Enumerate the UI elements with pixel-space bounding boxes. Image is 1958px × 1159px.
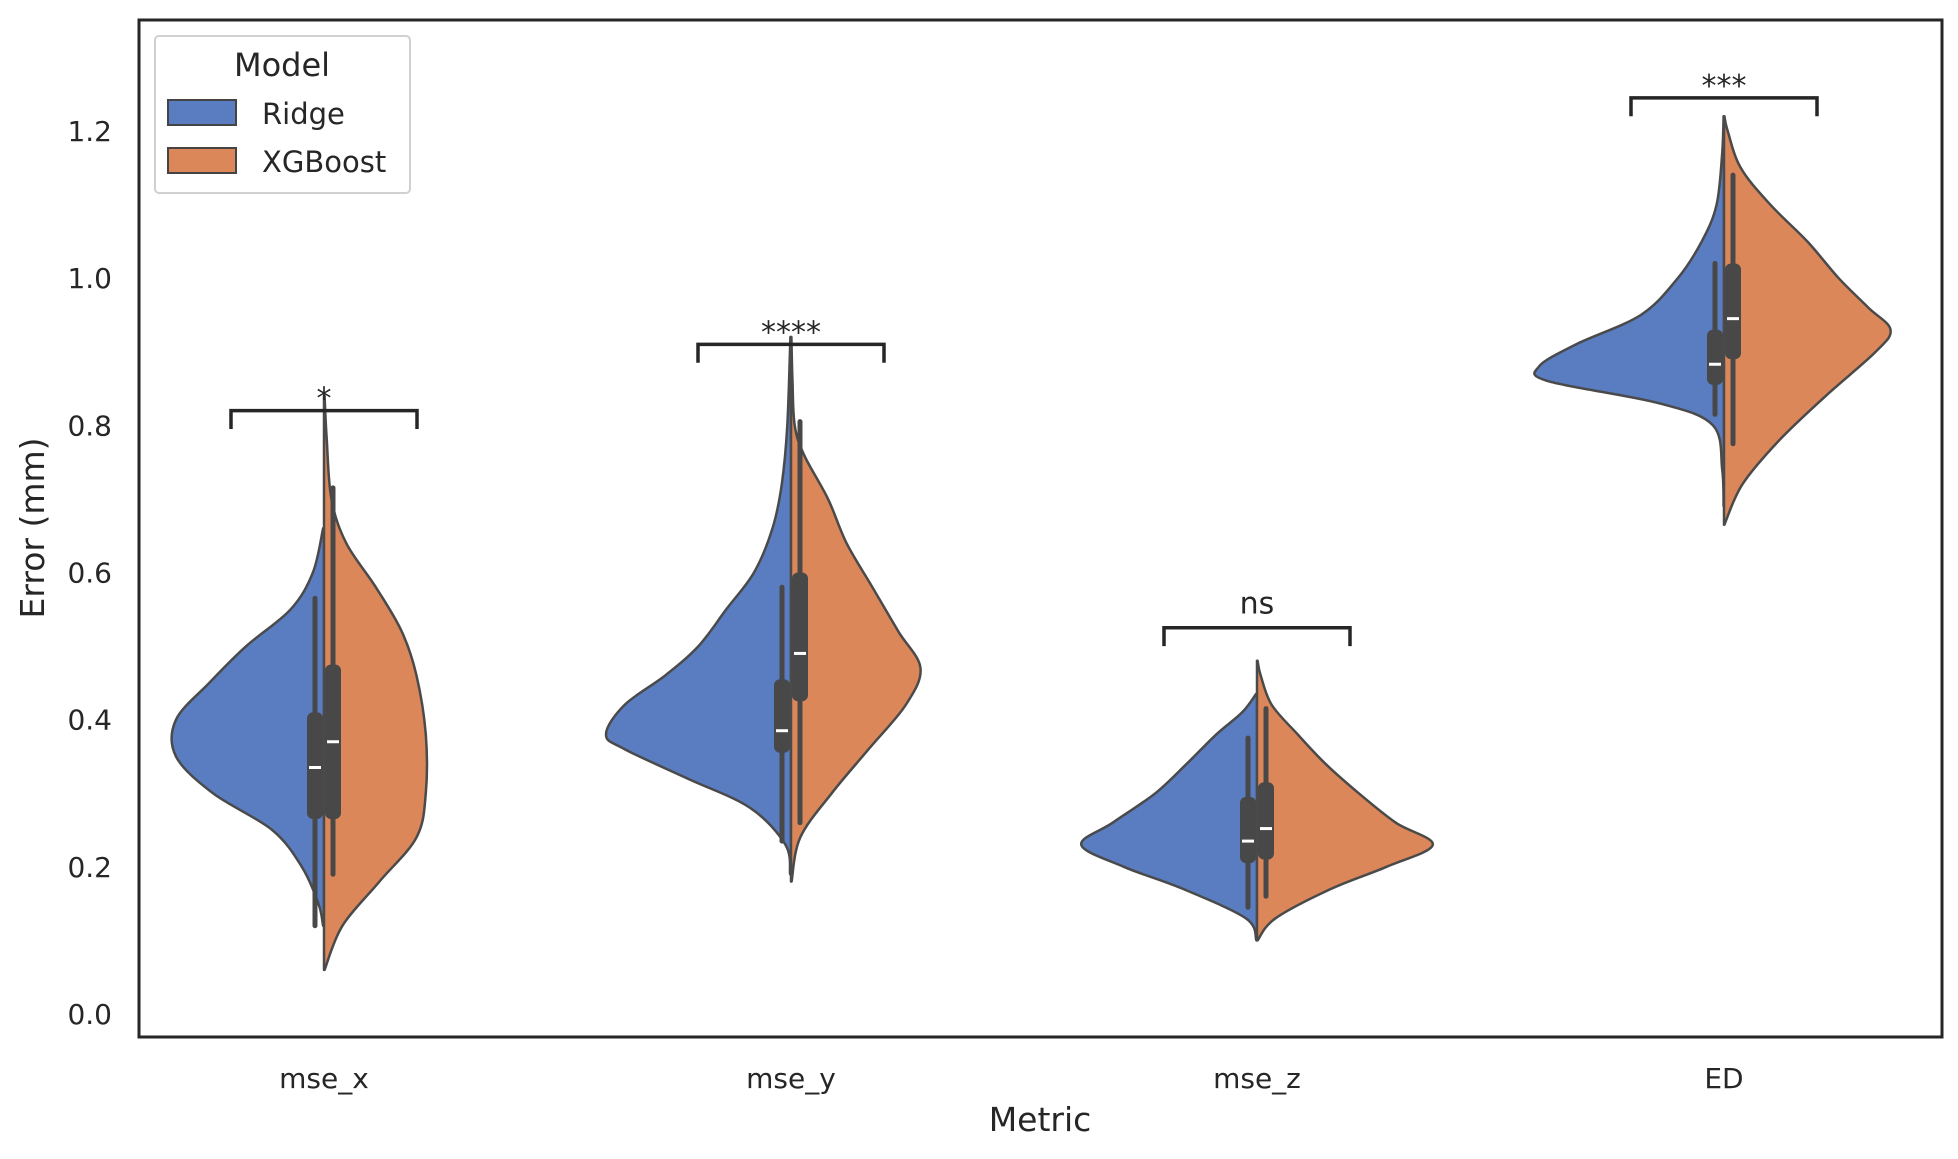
significance-bracket [1162, 625, 1352, 647]
plot-frame [137, 18, 1944, 1039]
y-tick-label: 0.8 [67, 409, 112, 442]
legend-label-ridge: Ridge [262, 97, 345, 131]
x-tick-label: ED [1704, 1062, 1743, 1095]
x-tick-label: mse_y [746, 1062, 836, 1095]
iqr-box-xgboost-mse_y [792, 572, 808, 702]
y-tick-label: 0.0 [67, 998, 112, 1031]
iqr-box-xgboost-mse_z [1258, 782, 1274, 860]
x-axis-title: Metric [989, 1100, 1092, 1139]
significance-label: ns [1240, 587, 1275, 622]
violin-xgboost-mse_z [1255, 659, 1435, 942]
violin-ridge-mse_x [170, 527, 326, 927]
significance-bracket [229, 408, 419, 430]
legend-swatch-xgboost [167, 147, 237, 174]
iqr-box-ridge-ed [1707, 329, 1723, 385]
legend-title: Model [234, 46, 330, 84]
x-tick-label: mse_z [1213, 1062, 1301, 1095]
y-axis: 0.0 0.2 0.4 0.6 0.8 1.0 1.2 [67, 115, 112, 1031]
violin-ridge-mse_y [604, 335, 793, 876]
violin-ridge-ed [1533, 115, 1726, 508]
legend-swatch-ridge [167, 99, 237, 126]
significance-bracket [1629, 96, 1819, 117]
x-axis: mse_x mse_y mse_z ED [279, 1062, 1743, 1095]
significance-label: *** [1702, 69, 1747, 104]
y-tick-label: 0.6 [67, 557, 112, 590]
iqr-box-ridge-mse_z [1240, 796, 1256, 864]
y-tick-label: 0.4 [67, 704, 112, 737]
y-axis-title: Error (mm) [13, 438, 52, 619]
iqr-box-ridge-mse_x [307, 712, 323, 820]
y-tick-label: 1.2 [67, 115, 112, 148]
violin-xgboost-ed [1722, 115, 1892, 526]
iqr-box-xgboost-ed [1725, 263, 1741, 360]
legend-label-xgboost: XGBoost [262, 145, 386, 179]
y-tick-label: 0.2 [67, 851, 112, 884]
significance-label: **** [761, 315, 821, 350]
violin-xgboost-mse_y [789, 335, 922, 883]
y-tick-label: 1.0 [67, 262, 112, 295]
significance-bracket [696, 342, 886, 363]
significance-annotations: *****ns*** [229, 69, 1819, 647]
legend: Model Ridge XGBoost [154, 35, 411, 194]
iqr-box-ridge-mse_y [774, 679, 790, 753]
x-tick-label: mse_x [279, 1062, 369, 1095]
significance-label: * [317, 382, 332, 417]
violin-ridge-mse_z [1080, 692, 1259, 942]
violins-layer [170, 115, 1892, 972]
